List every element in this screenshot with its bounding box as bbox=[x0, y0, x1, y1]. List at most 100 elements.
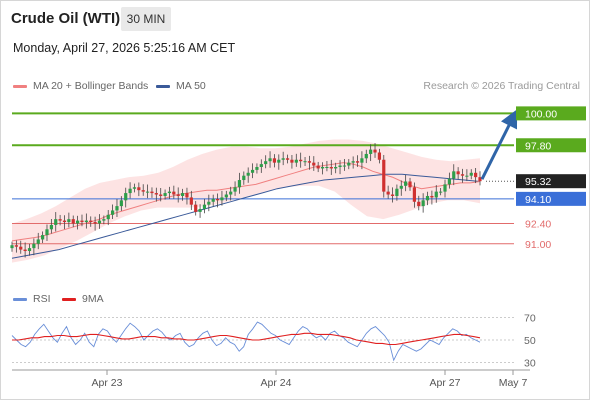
candle-body bbox=[102, 219, 106, 221]
candle bbox=[364, 149, 368, 164]
candle-body bbox=[172, 191, 176, 195]
candle bbox=[408, 177, 412, 191]
candle-body bbox=[159, 194, 163, 196]
candle bbox=[220, 190, 224, 206]
candle-body bbox=[189, 197, 193, 205]
candle bbox=[307, 155, 312, 170]
candle-body bbox=[404, 181, 408, 186]
candle-body bbox=[456, 171, 460, 175]
candle bbox=[54, 212, 58, 232]
candle bbox=[202, 198, 207, 214]
candle-body bbox=[124, 193, 128, 201]
candle bbox=[45, 224, 49, 242]
datetime-label: Monday, April 27, 2026 5:25:16 AM CET bbox=[13, 41, 236, 55]
candle-body bbox=[14, 245, 18, 247]
candle-body bbox=[176, 194, 180, 196]
candle bbox=[465, 169, 469, 182]
candle-body bbox=[215, 198, 220, 201]
candle-body bbox=[211, 198, 215, 202]
rsi-tick-label: 50 bbox=[524, 335, 536, 347]
candle bbox=[49, 219, 53, 234]
candle bbox=[229, 186, 233, 201]
candle-body bbox=[399, 185, 403, 189]
candle-body bbox=[325, 166, 329, 168]
level-label-92.40: 92.40 bbox=[525, 218, 551, 230]
candle bbox=[180, 188, 185, 201]
candle bbox=[71, 215, 75, 228]
candle bbox=[382, 154, 386, 198]
legend-rsi-ma-label: 9MA bbox=[82, 293, 104, 305]
candle bbox=[342, 159, 347, 171]
candle-body bbox=[220, 197, 224, 201]
candle-body bbox=[67, 219, 71, 223]
candle-body bbox=[316, 165, 320, 169]
candle-body bbox=[303, 161, 307, 163]
candle bbox=[478, 171, 482, 186]
level-tag-97.80 bbox=[516, 138, 586, 153]
candle-body bbox=[150, 191, 154, 194]
candle bbox=[23, 242, 27, 258]
candle bbox=[272, 154, 277, 168]
candle-body bbox=[137, 187, 141, 191]
candle-body bbox=[185, 193, 189, 198]
timeframe-badge[interactable]: 30 MIN bbox=[121, 7, 171, 31]
candle bbox=[84, 213, 88, 229]
candle bbox=[456, 167, 460, 180]
candle-body bbox=[163, 193, 167, 196]
candle-body bbox=[106, 214, 110, 220]
candle bbox=[299, 152, 303, 168]
candle-body bbox=[347, 162, 351, 166]
time-tick-label: May 7 bbox=[499, 377, 528, 389]
candle bbox=[425, 191, 430, 206]
candle bbox=[167, 186, 172, 200]
candle-body bbox=[242, 175, 246, 181]
candle-body bbox=[443, 184, 447, 192]
candle bbox=[390, 187, 395, 203]
candle-body bbox=[84, 220, 88, 223]
candle-body bbox=[460, 174, 465, 176]
candle-body bbox=[351, 161, 355, 163]
candle-body bbox=[97, 220, 102, 224]
candle-body bbox=[329, 166, 333, 169]
candles bbox=[10, 143, 482, 258]
candle-body bbox=[408, 181, 412, 188]
candle bbox=[62, 215, 67, 230]
candle bbox=[320, 162, 325, 175]
candle-body bbox=[45, 229, 49, 236]
candle-body bbox=[229, 191, 233, 195]
candle-body bbox=[54, 219, 58, 225]
candle bbox=[338, 160, 342, 175]
candle bbox=[404, 174, 408, 192]
candle-body bbox=[246, 172, 250, 176]
candle bbox=[58, 214, 62, 226]
candle-body bbox=[23, 249, 27, 252]
candle bbox=[176, 187, 180, 203]
candle bbox=[421, 193, 425, 213]
candle bbox=[351, 156, 355, 169]
candle bbox=[14, 240, 18, 253]
candle bbox=[277, 154, 281, 170]
candle-body bbox=[307, 161, 312, 163]
candle-body bbox=[469, 172, 473, 176]
candle bbox=[334, 162, 338, 174]
legend-ma50-label: MA 50 bbox=[176, 80, 206, 92]
candle-body bbox=[342, 165, 347, 167]
bollinger-band bbox=[12, 139, 480, 263]
candle-body bbox=[395, 188, 399, 196]
candle bbox=[312, 156, 316, 171]
candle bbox=[443, 179, 447, 198]
candle bbox=[430, 190, 434, 205]
candle bbox=[163, 189, 167, 200]
candle bbox=[268, 151, 272, 168]
candle-body bbox=[452, 171, 456, 179]
candle bbox=[110, 204, 115, 220]
legend-rsi-label: RSI bbox=[33, 293, 51, 305]
candle-body bbox=[382, 159, 386, 192]
candle-body bbox=[58, 219, 62, 221]
candle bbox=[10, 241, 14, 252]
candle-body bbox=[285, 158, 290, 160]
candle bbox=[290, 154, 294, 169]
candle-body bbox=[27, 248, 32, 252]
candle bbox=[233, 181, 237, 196]
